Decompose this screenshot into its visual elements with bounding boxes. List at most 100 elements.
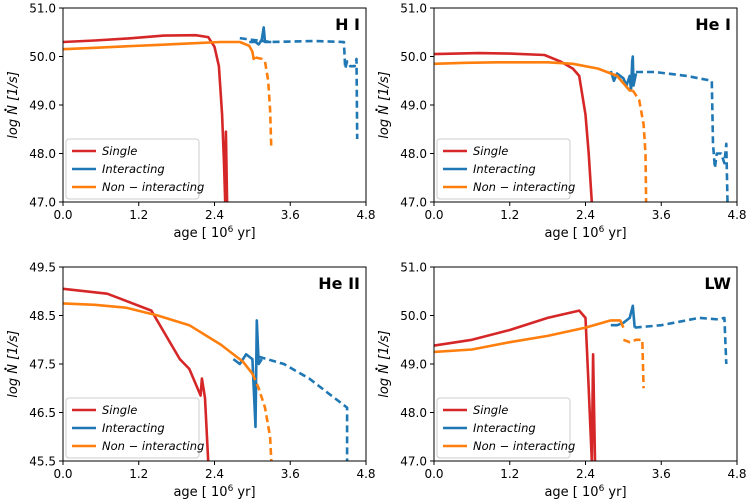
series-line-noninteracting <box>434 319 625 354</box>
legend-label-noninteracting: Non − interacting <box>473 180 575 194</box>
series-line-single <box>434 51 594 202</box>
legend: Single Interacting Non − interacting <box>436 138 575 200</box>
y-axis-label: log N [1/s] <box>375 330 392 398</box>
y-tick-label: 50.0 <box>400 309 427 323</box>
x-tick-label: 0.0 <box>424 208 443 222</box>
x-tick-label: 3.6 <box>652 208 671 222</box>
series-line-interacting-dashed <box>258 355 349 461</box>
x-tick-label: 4.8 <box>727 467 746 481</box>
y-tick-label: 47.0 <box>29 196 56 210</box>
x-tick-label: 4.8 <box>356 208 375 222</box>
series-line-noninteracting <box>63 302 254 375</box>
legend-label-noninteracting: Non − interacting <box>102 180 204 194</box>
legend: Single Interacting Non − interacting <box>65 138 204 200</box>
series-group <box>63 26 359 202</box>
series-group <box>63 287 349 461</box>
y-tick-label: 51.0 <box>29 2 56 16</box>
legend-label-single: Single <box>473 403 508 417</box>
x-tick-label: 2.4 <box>205 467 224 481</box>
y-tick-label: 51.0 <box>400 261 427 275</box>
chart-panel-1: 0.0 1.2 2.4 3.6 4.8 47.0 48.0 49.0 50.0 51.0 age [… <box>4 2 376 241</box>
x-axis-label: age [ 106 yr] <box>173 225 255 241</box>
legend-label-noninteracting: Non − interacting <box>473 439 575 453</box>
series-group <box>434 304 728 461</box>
x-tick-label: 3.6 <box>652 467 671 481</box>
legend-box <box>65 138 200 200</box>
legend-label-interacting: Interacting <box>473 421 536 435</box>
series-line-interacting-dashed <box>636 70 729 202</box>
legend-label-noninteracting: Non − interacting <box>102 439 204 453</box>
legend: Single Interacting Non − interacting <box>436 397 575 459</box>
y-axis-label: log N [1/s] <box>4 330 21 398</box>
x-tick-label: 2.4 <box>576 208 595 222</box>
series-line-interacting <box>610 304 636 328</box>
series-line-noninteracting-dashed <box>622 338 645 389</box>
y-tick-label: 47.5 <box>29 358 56 372</box>
chart-panel-4: 0.0 1.2 2.4 3.6 4.8 47.0 48.0 49.0 50.0 51.0 age [… <box>375 261 747 500</box>
x-tick-label: 3.6 <box>281 467 300 481</box>
legend-label-single: Single <box>102 144 137 158</box>
legend-label-interacting: Interacting <box>102 162 165 176</box>
chart-panel-3: 0.0 1.2 2.4 3.6 4.8 45.5 46.5 47.5 48.5 49.5 age [… <box>4 261 376 500</box>
y-tick-label: 47.0 <box>400 196 427 210</box>
y-tick-label: 48.0 <box>400 406 427 420</box>
legend-label-interacting: Interacting <box>102 421 165 435</box>
x-tick-label: 4.8 <box>727 208 746 222</box>
y-axis-label-text: log N [1/s] <box>377 330 392 397</box>
x-axis-label: age [ 106 yr] <box>544 484 626 500</box>
y-axis-label: log N [1/s] <box>4 71 21 139</box>
series-line-single <box>63 33 229 202</box>
y-axis-label: log N [1/s] <box>375 71 392 139</box>
x-tick-label: 3.6 <box>281 208 300 222</box>
legend-box <box>436 397 571 459</box>
series-line-interacting <box>232 319 263 429</box>
series-line-noninteracting <box>434 61 633 92</box>
series-line-interacting-dashed <box>239 36 359 140</box>
legend-label-single: Single <box>473 144 508 158</box>
y-axis-label-text: log N [1/s] <box>377 71 392 138</box>
dot-accent <box>375 367 378 371</box>
legend-label-interacting: Interacting <box>473 162 536 176</box>
y-tick-label: 51.0 <box>400 2 427 16</box>
dot-accent <box>4 108 7 112</box>
panel-title: He II <box>318 274 360 293</box>
series-line-noninteracting-dashed <box>631 89 648 202</box>
x-tick-label: 2.4 <box>576 467 595 481</box>
y-tick-label: 48.5 <box>29 309 56 323</box>
y-tick-label: 49.0 <box>400 99 427 113</box>
chart-panel-2: 0.0 1.2 2.4 3.6 4.8 47.0 48.0 49.0 50.0 51.0 age [… <box>375 2 747 241</box>
series-line-interacting-dashed <box>634 316 728 365</box>
series-line-interacting <box>609 55 638 92</box>
x-tick-label: 1.2 <box>129 467 148 481</box>
y-tick-label: 50.0 <box>29 50 56 64</box>
y-tick-label: 50.0 <box>400 50 427 64</box>
y-tick-label: 47.0 <box>400 455 427 469</box>
x-tick-label: 1.2 <box>129 208 148 222</box>
x-tick-label: 2.4 <box>205 208 224 222</box>
series-line-noninteracting <box>63 40 257 61</box>
x-tick-label: 0.0 <box>53 467 72 481</box>
y-tick-label: 49.0 <box>400 358 427 372</box>
panel-title: He I <box>695 15 731 34</box>
y-tick-label: 46.5 <box>29 406 56 420</box>
x-tick-label: 1.2 <box>500 467 519 481</box>
y-tick-label: 45.5 <box>29 455 56 469</box>
legend: Single Interacting Non − interacting <box>65 397 204 459</box>
y-tick-label: 49.5 <box>29 261 56 275</box>
y-tick-label: 48.0 <box>400 147 427 161</box>
dot-accent <box>4 367 7 371</box>
y-axis-label-text: log N [1/s] <box>6 71 21 138</box>
panel-title: H I <box>335 15 360 34</box>
series-line-noninteracting-dashed <box>251 373 273 461</box>
series-line-single <box>434 309 597 461</box>
series-group <box>434 51 729 202</box>
x-axis-label: age [ 106 yr] <box>544 225 626 241</box>
y-axis-label-text: log N [1/s] <box>6 330 21 397</box>
x-tick-label: 1.2 <box>500 208 519 222</box>
x-tick-label: 0.0 <box>424 467 443 481</box>
legend-box <box>436 138 571 200</box>
series-line-single <box>63 287 210 461</box>
panel-title: LW <box>704 274 731 293</box>
y-tick-label: 49.0 <box>29 99 56 113</box>
